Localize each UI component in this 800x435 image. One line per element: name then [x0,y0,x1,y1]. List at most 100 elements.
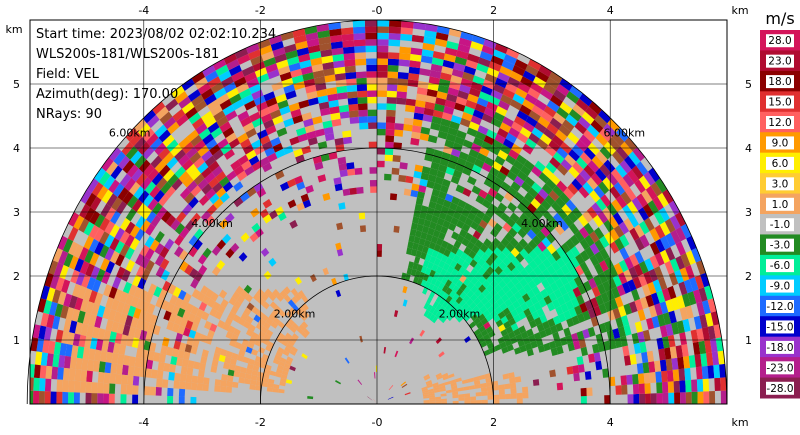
velocity-gate [451,268,459,277]
velocity-gate [578,364,585,373]
velocity-gate [182,175,194,188]
velocity-gate [95,200,107,215]
velocity-gate [523,308,532,317]
velocity-gate [490,279,499,289]
velocity-gate [283,84,295,94]
velocity-gate [682,318,691,333]
velocity-gate [430,161,440,171]
velocity-gate [493,399,500,404]
velocity-gate [556,163,569,176]
colorbar-label-bg [766,218,794,232]
velocity-gate [238,252,248,262]
velocity-gate [416,264,423,272]
velocity-gate [198,301,208,312]
velocity-gate [434,103,445,113]
velocity-gate [443,248,451,258]
velocity-gate [494,133,506,145]
velocity-gate [585,106,599,120]
velocity-gate [270,321,278,329]
velocity-gate [140,177,152,191]
velocity-gate [288,102,300,112]
velocity-gate [101,340,109,352]
velocity-gate [575,253,585,265]
velocity-gate [183,292,192,303]
velocity-gate [531,127,544,139]
velocity-gate [488,61,502,72]
velocity-gate [387,71,399,79]
velocity-gate [292,304,299,312]
velocity-gate [412,262,419,271]
velocity-gate [179,260,189,272]
velocity-gate [40,312,49,327]
velocity-gate [538,188,549,200]
velocity-gate [84,249,94,264]
velocity-gate [488,242,497,252]
velocity-gate [594,251,605,264]
velocity-gate [429,221,437,230]
velocity-gate [422,42,435,51]
info-line: NRays: 90 [36,107,102,122]
colorbar-label: 12.0 [768,117,791,129]
velocity-gate [356,77,367,85]
velocity-gate [472,230,482,240]
velocity-gate [668,310,677,324]
velocity-gate [57,235,68,251]
velocity-gate [559,192,570,204]
velocity-gate [591,286,601,298]
velocity-gate [470,221,479,231]
velocity-gate [529,213,539,225]
velocity-gate [135,348,144,359]
velocity-gate [221,233,232,244]
velocity-gate [508,331,516,339]
velocity-gate [292,114,304,124]
velocity-gate [210,292,219,302]
velocity-gate [479,243,489,253]
velocity-gate [443,105,455,115]
velocity-gate [126,375,134,386]
velocity-gate [623,303,633,315]
velocity-gate [494,265,503,276]
velocity-gate [479,51,493,62]
velocity-gate [439,385,446,390]
velocity-gate [268,210,278,220]
velocity-gate [302,310,310,319]
velocity-gate [517,202,527,213]
velocity-gate [280,374,288,380]
velocity-gate [435,97,447,106]
velocity-gate [174,246,184,258]
velocity-gate [589,254,600,267]
velocity-gate [95,338,104,351]
velocity-gate [193,361,201,370]
velocity-gate [521,223,531,234]
colorbar-label-bg [766,259,794,273]
velocity-gate [527,187,539,199]
velocity-gate [53,262,64,277]
velocity-gate [150,155,163,169]
velocity-gate [546,275,555,286]
velocity-gate [637,373,645,384]
velocity-gate [97,393,104,404]
velocity-gate [562,96,576,109]
velocity-gate [438,313,445,321]
velocity-gate [320,153,330,162]
velocity-gate [301,295,309,304]
velocity-gate [598,303,608,315]
velocity-gate [457,257,465,266]
velocity-gate [345,78,357,86]
velocity-gate [563,327,572,337]
velocity-gate [263,368,271,375]
velocity-gate [490,261,499,271]
velocity-gate [333,177,342,185]
velocity-gate [463,105,475,116]
velocity-gate [587,160,600,173]
velocity-gate [570,297,580,308]
velocity-gate [489,145,501,156]
velocity-gate [455,304,462,312]
velocity-gate [133,137,147,151]
velocity-gate [559,78,573,91]
velocity-gate [419,211,427,220]
velocity-gate [424,281,431,289]
velocity-gate [193,315,202,325]
velocity-gate [431,57,444,66]
velocity-gate [650,393,657,404]
